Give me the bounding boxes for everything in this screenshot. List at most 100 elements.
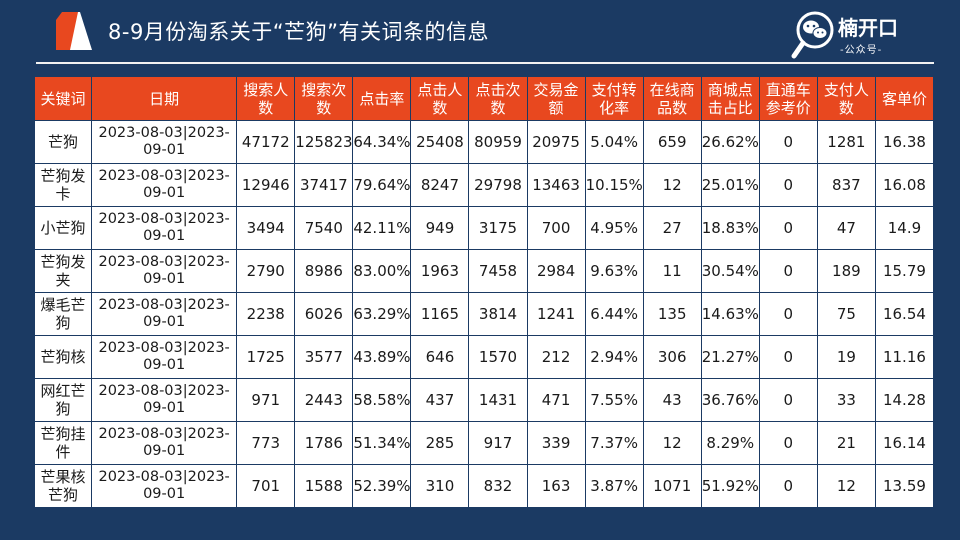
cell-search-users: 773 <box>236 421 296 465</box>
cell-keyword: 芒狗核 <box>33 335 93 379</box>
cell-keyword: 芒狗发卡 <box>33 163 93 207</box>
header-search-count: 搜索次数 <box>294 76 354 121</box>
cell-search-users: 2238 <box>236 292 296 336</box>
cell-avg-order-value: 14.28 <box>874 378 935 422</box>
cell-paying-users: 12 <box>816 464 876 508</box>
cell-keyword: 爆毛芒狗 <box>33 292 93 336</box>
cell-search-users: 12946 <box>236 163 296 207</box>
table-row: 小芒狗 2023-08-03|2023-09-01 3494 7540 42.11% 94… <box>33 206 935 250</box>
cell-search-count: 3577 <box>294 335 354 379</box>
table-row: 芒狗 2023-08-03|2023-09-01 47172 125823 64.34%… <box>33 120 935 164</box>
cell-keyword: 芒果核芒狗 <box>33 464 93 508</box>
cell-transaction-amount: 212 <box>526 335 586 379</box>
cell-search-count: 1588 <box>294 464 354 508</box>
cell-avg-order-value: 11.16 <box>874 335 935 379</box>
cell-keyword: 芒狗发夹 <box>33 249 93 293</box>
cell-transaction-amount: 13463 <box>526 163 586 207</box>
header-click-users: 点击人数 <box>410 76 470 121</box>
cell-ztc-reference-price: 0 <box>758 163 818 207</box>
cell-click-count: 29798 <box>468 163 528 207</box>
cell-online-products: 12 <box>642 163 702 207</box>
header-search-users: 搜索人数 <box>236 76 296 121</box>
cell-mall-click-ratio: 25.01% <box>700 163 760 207</box>
cell-conversion-rate: 9.63% <box>584 249 644 293</box>
cell-click-users: 646 <box>410 335 470 379</box>
header-online-products: 在线商品数 <box>642 76 702 121</box>
cell-mall-click-ratio: 30.54% <box>700 249 760 293</box>
cell-click-rate: 63.29% <box>352 292 412 336</box>
cell-transaction-amount: 163 <box>526 464 586 508</box>
table-row: 芒狗核 2023-08-03|2023-09-01 1725 3577 43.89% 64… <box>33 335 935 379</box>
title-divider <box>36 62 934 64</box>
cell-paying-users: 189 <box>816 249 876 293</box>
cell-transaction-amount: 20975 <box>526 120 586 164</box>
cell-search-users: 1725 <box>236 335 296 379</box>
cell-click-users: 310 <box>410 464 470 508</box>
cell-transaction-amount: 2984 <box>526 249 586 293</box>
table-row: 芒狗发夹 2023-08-03|2023-09-01 2790 8986 83.00% 1… <box>33 249 935 293</box>
cell-ztc-reference-price: 0 <box>758 249 818 293</box>
cell-search-count: 1786 <box>294 421 354 465</box>
cell-click-count: 1431 <box>468 378 528 422</box>
cell-paying-users: 47 <box>816 206 876 250</box>
cell-ztc-reference-price: 0 <box>758 464 818 508</box>
cell-transaction-amount: 1241 <box>526 292 586 336</box>
header-conversion-rate: 支付转化率 <box>584 76 644 121</box>
header-avg-order-value: 客单价 <box>874 76 935 121</box>
table-row: 网红芒狗 2023-08-03|2023-09-01 971 2443 58.58% 43… <box>33 378 935 422</box>
cell-keyword: 芒狗挂件 <box>33 421 93 465</box>
cell-click-users: 285 <box>410 421 470 465</box>
cell-date: 2023-08-03|2023-09-01 <box>91 163 238 207</box>
cell-click-users: 8247 <box>410 163 470 207</box>
header-transaction-amount: 交易金额 <box>526 76 586 121</box>
cell-conversion-rate: 7.37% <box>584 421 644 465</box>
cell-online-products: 306 <box>642 335 702 379</box>
cell-mall-click-ratio: 51.92% <box>700 464 760 508</box>
cell-click-count: 80959 <box>468 120 528 164</box>
logo-subtitle: -公众号- <box>840 45 883 56</box>
keyword-table-container: 关键词 日期 搜索人数 搜索次数 点击率 点击人数 点击次数 交易金额 支付转化… <box>33 76 935 508</box>
header-click-rate: 点击率 <box>352 76 412 121</box>
cell-ztc-reference-price: 0 <box>758 120 818 164</box>
cell-mall-click-ratio: 36.76% <box>700 378 760 422</box>
cell-click-rate: 64.34% <box>352 120 412 164</box>
cell-mall-click-ratio: 18.83% <box>700 206 760 250</box>
cell-search-count: 7540 <box>294 206 354 250</box>
cell-avg-order-value: 14.9 <box>874 206 935 250</box>
cell-avg-order-value: 15.79 <box>874 249 935 293</box>
cell-search-users: 971 <box>236 378 296 422</box>
cell-ztc-reference-price: 0 <box>758 292 818 336</box>
cell-mall-click-ratio: 21.27% <box>700 335 760 379</box>
cell-click-rate: 83.00% <box>352 249 412 293</box>
cell-paying-users: 75 <box>816 292 876 336</box>
cell-date: 2023-08-03|2023-09-01 <box>91 206 238 250</box>
header-date: 日期 <box>91 76 238 121</box>
cell-date: 2023-08-03|2023-09-01 <box>91 249 238 293</box>
table-body: 芒狗 2023-08-03|2023-09-01 47172 125823 64.34%… <box>33 120 935 508</box>
cell-conversion-rate: 10.15% <box>584 163 644 207</box>
table-row: 爆毛芒狗 2023-08-03|2023-09-01 2238 6026 63.29% 1… <box>33 292 935 336</box>
cell-paying-users: 19 <box>816 335 876 379</box>
cell-search-users: 701 <box>236 464 296 508</box>
cell-online-products: 12 <box>642 421 702 465</box>
cell-mall-click-ratio: 26.62% <box>700 120 760 164</box>
cell-search-count: 37417 <box>294 163 354 207</box>
header-mall-click-ratio: 商城点击占比 <box>700 76 760 121</box>
header-click-count: 点击次数 <box>468 76 528 121</box>
cell-click-rate: 42.11% <box>352 206 412 250</box>
cell-click-users: 437 <box>410 378 470 422</box>
header-keyword: 关键词 <box>33 76 93 121</box>
cell-date: 2023-08-03|2023-09-01 <box>91 335 238 379</box>
table-row: 芒狗发卡 2023-08-03|2023-09-01 12946 37417 79.64… <box>33 163 935 207</box>
cell-date: 2023-08-03|2023-09-01 <box>91 421 238 465</box>
cell-avg-order-value: 16.14 <box>874 421 935 465</box>
cell-click-rate: 79.64% <box>352 163 412 207</box>
logo-name: 楠开口 <box>838 16 898 40</box>
cell-transaction-amount: 339 <box>526 421 586 465</box>
table-header-row: 关键词 日期 搜索人数 搜索次数 点击率 点击人数 点击次数 交易金额 支付转化… <box>33 76 935 121</box>
cell-avg-order-value: 16.54 <box>874 292 935 336</box>
cell-conversion-rate: 7.55% <box>584 378 644 422</box>
cell-online-products: 659 <box>642 120 702 164</box>
cell-online-products: 43 <box>642 378 702 422</box>
cell-avg-order-value: 16.08 <box>874 163 935 207</box>
